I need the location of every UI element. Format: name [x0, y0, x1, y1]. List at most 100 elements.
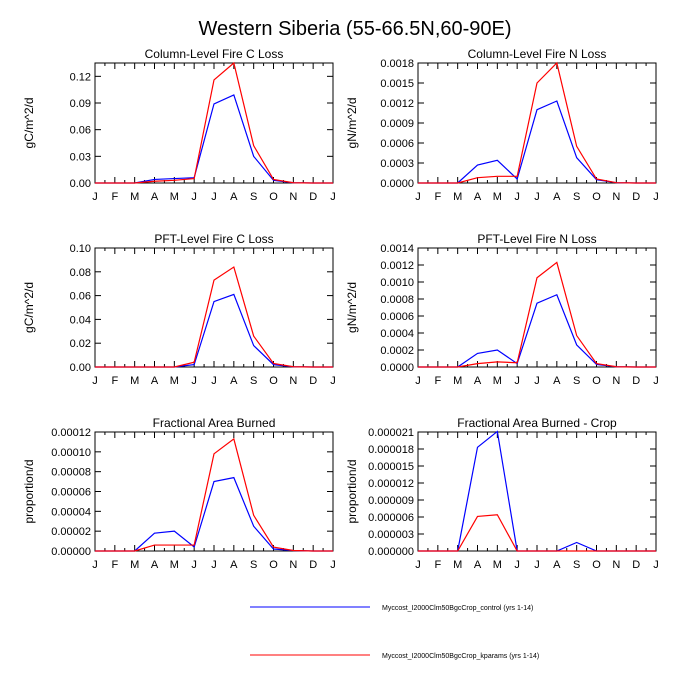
y-tick-label: 0.12 [70, 71, 91, 83]
x-tick-label: A [151, 191, 159, 203]
x-tick-label: J [191, 559, 197, 571]
x-tick-label: M [130, 375, 139, 387]
y-tick-label: 0.000006 [368, 512, 414, 524]
x-tick-label: M [493, 191, 502, 203]
y-tick-label: 0.02 [70, 338, 91, 350]
series-line-control [418, 100, 656, 184]
x-tick-label: O [592, 191, 601, 203]
x-tick-label: A [553, 559, 561, 571]
x-tick-label: J [330, 559, 336, 571]
series-line-kparams [418, 261, 656, 368]
x-tick-label: A [151, 375, 159, 387]
x-tick-label: J [330, 375, 336, 387]
y-axis-label: gN/m^2/d [345, 282, 359, 333]
plot-frame [94, 431, 334, 552]
x-tick-label: J [211, 375, 217, 387]
x-tick-label: J [514, 191, 520, 203]
x-tick-label: N [612, 191, 620, 203]
y-tick-label: 0.03 [70, 151, 91, 163]
x-tick-label: A [230, 559, 238, 571]
y-tick-label: 0.000000 [368, 546, 414, 558]
y-axis-label: proportion/d [22, 459, 36, 523]
x-tick-label: N [612, 375, 620, 387]
x-tick-label: M [130, 559, 139, 571]
legend-label-control: Myccost_I2000Clm50BgcCrop_control (yrs 1… [382, 605, 533, 612]
x-tick-label: D [632, 191, 640, 203]
y-tick-label: 0.06 [70, 125, 91, 137]
x-tick-label: N [289, 559, 297, 571]
y-tick-label: 0.000003 [368, 529, 414, 541]
x-tick-label: M [453, 559, 462, 571]
panel-title: Fractional Area Burned [153, 416, 276, 430]
y-tick-label: 0.00 [70, 178, 91, 190]
x-tick-label: M [453, 375, 462, 387]
panel-title: PFT-Level Fire C Loss [154, 232, 273, 246]
x-tick-label: D [309, 375, 317, 387]
y-tick-label: 0.0006 [380, 138, 414, 150]
series-line-control [95, 94, 333, 184]
y-tick-label: 0.0000 [380, 362, 414, 374]
x-tick-label: N [289, 375, 297, 387]
y-tick-label: 0.0008 [380, 294, 414, 306]
x-tick-label: M [170, 191, 179, 203]
x-tick-label: M [130, 191, 139, 203]
x-tick-label: M [453, 191, 462, 203]
y-tick-label: 0.00010 [51, 447, 91, 459]
y-axis-label: gN/m^2/d [345, 98, 359, 149]
x-tick-label: J [653, 559, 659, 571]
x-tick-label: A [230, 375, 238, 387]
x-tick-label: O [269, 375, 278, 387]
y-tick-label: 0.00002 [51, 526, 91, 538]
x-tick-label: A [553, 375, 561, 387]
x-tick-label: F [111, 559, 118, 571]
legend-entry-control: Myccost_I2000Clm50BgcCrop_control (yrs 1… [250, 605, 533, 612]
x-tick-label: J [534, 559, 540, 571]
x-tick-label: J [191, 191, 197, 203]
x-tick-label: F [434, 191, 441, 203]
y-tick-label: 0.0003 [380, 158, 414, 170]
series-line-kparams [418, 514, 656, 552]
y-axis-label: gC/m^2/d [22, 282, 36, 333]
y-tick-label: 0.04 [70, 314, 91, 326]
series-line-kparams [418, 61, 656, 184]
x-tick-label: A [474, 191, 482, 203]
x-tick-label: J [330, 191, 336, 203]
y-tick-label: 0.000015 [368, 461, 414, 473]
panel-6: Fractional Area Burned - Crop proportion/… [345, 416, 659, 571]
x-tick-label: J [415, 191, 421, 203]
x-tick-label: J [534, 191, 540, 203]
x-tick-label: D [309, 191, 317, 203]
x-tick-label: D [632, 559, 640, 571]
plot-frame [417, 247, 657, 368]
x-tick-label: S [250, 559, 257, 571]
y-tick-label: 0.10 [70, 243, 91, 255]
x-tick-label: O [592, 375, 601, 387]
y-axis-label: proportion/d [345, 459, 359, 523]
legend-entry-kparams: Myccost_I2000Clm50BgcCrop_kparams (yrs 1… [250, 653, 539, 660]
x-tick-label: F [434, 375, 441, 387]
y-tick-label: 0.08 [70, 267, 91, 279]
x-tick-label: S [573, 375, 580, 387]
series-line-control [418, 430, 656, 552]
y-tick-label: 0.0009 [380, 118, 414, 130]
series-line-kparams [95, 61, 333, 184]
y-tick-label: 0.000009 [368, 495, 414, 507]
y-tick-label: 0.0004 [380, 328, 414, 340]
x-tick-label: A [474, 375, 482, 387]
y-tick-label: 0.00004 [51, 506, 91, 518]
panel-title: Column-Level Fire C Loss [145, 47, 284, 61]
x-tick-label: J [92, 191, 98, 203]
series-line-control [95, 476, 333, 552]
y-tick-label: 0.0012 [380, 98, 414, 110]
figure-title: Western Siberia (55-66.5N,60-90E) [198, 18, 511, 40]
x-tick-label: A [553, 191, 561, 203]
legend: Myccost_I2000Clm50BgcCrop_control (yrs 1… [250, 605, 539, 660]
panel-title: Fractional Area Burned - Crop [457, 416, 617, 430]
y-tick-label: 0.06 [70, 291, 91, 303]
